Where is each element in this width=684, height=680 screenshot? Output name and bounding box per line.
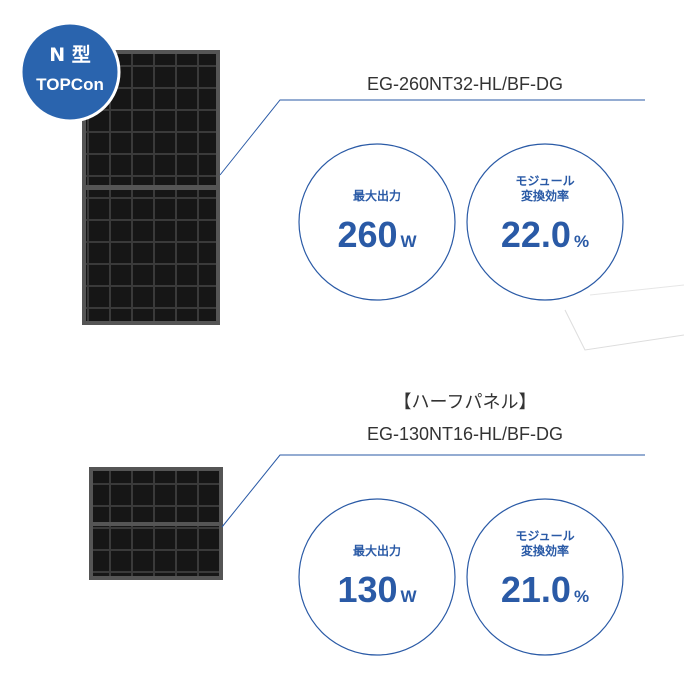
spec-label: モジュール	[515, 529, 574, 543]
subtitle: 【ハーフパネル】	[394, 392, 537, 412]
value: 22.0	[501, 214, 571, 255]
value: 130	[337, 569, 397, 610]
badge-text: TOPCon	[36, 75, 104, 94]
badge	[19, 21, 121, 123]
unit: W	[401, 587, 418, 606]
panel-image	[82, 50, 220, 325]
unit: W	[401, 232, 418, 251]
spec-value: 22.0%	[501, 214, 589, 255]
spec-circle	[298, 143, 456, 301]
model-name: EG-130NT16-HL/BF-DG	[367, 424, 563, 444]
spec-label: 最大出力	[353, 188, 401, 203]
spec-label: モジュール	[515, 174, 574, 188]
spec-value: 260 W	[337, 214, 417, 255]
spec-circle	[466, 143, 624, 301]
value: 260	[337, 214, 397, 255]
value: 21.0	[501, 569, 571, 610]
spec-circle	[466, 498, 624, 656]
spec-label: 最大出力	[353, 543, 401, 558]
spec-label: 変換効率	[521, 543, 569, 558]
panel-image	[89, 467, 223, 580]
leader-line	[221, 454, 645, 528]
spec-label: 変換効率	[521, 188, 569, 203]
spec-value: 130 W	[337, 569, 417, 610]
unit: %	[574, 587, 589, 606]
model-name: EG-260NT32-HL/BF-DG	[367, 74, 563, 94]
decoration	[589, 284, 684, 296]
spec-circle	[298, 498, 456, 656]
leader-line	[219, 99, 645, 176]
unit: %	[574, 232, 589, 251]
badge-text: N 型	[49, 43, 91, 66]
spec-value: 21.0%	[501, 569, 589, 610]
decoration	[564, 309, 684, 351]
